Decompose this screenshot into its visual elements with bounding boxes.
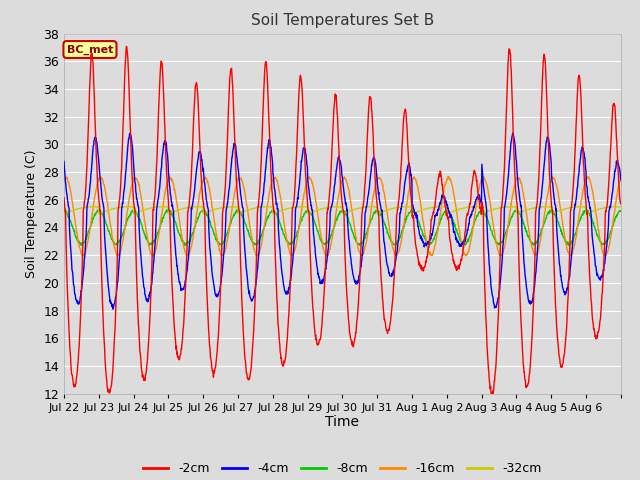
X-axis label: Time: Time bbox=[325, 415, 360, 430]
Y-axis label: Soil Temperature (C): Soil Temperature (C) bbox=[25, 149, 38, 278]
Title: Soil Temperatures Set B: Soil Temperatures Set B bbox=[251, 13, 434, 28]
Legend: -2cm, -4cm, -8cm, -16cm, -32cm: -2cm, -4cm, -8cm, -16cm, -32cm bbox=[138, 457, 547, 480]
Text: BC_met: BC_met bbox=[67, 44, 113, 55]
